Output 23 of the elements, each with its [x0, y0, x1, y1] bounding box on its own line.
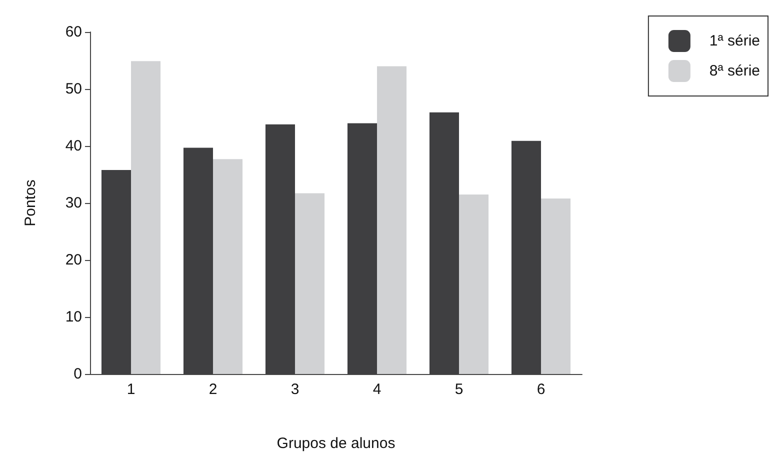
- x-tick-label: 2: [208, 381, 218, 398]
- y-axis-title: Pontos: [22, 180, 39, 226]
- legend-label: 1ª série: [709, 32, 760, 50]
- bar: [377, 66, 407, 374]
- y-tick-label: 60: [65, 24, 82, 40]
- x-tick-label: 5: [454, 381, 464, 398]
- bar: [213, 159, 243, 374]
- legend-label: 8ª série: [709, 62, 760, 80]
- y-tick-label: 40: [65, 138, 82, 154]
- bar: [541, 198, 571, 374]
- y-tick-label: 10: [65, 308, 82, 326]
- x-tick-label: 6: [536, 381, 546, 398]
- x-tick-label: 1: [126, 381, 136, 398]
- y-tick-label: 50: [65, 80, 82, 98]
- bar: [295, 193, 325, 374]
- y-tick-label: 0: [74, 366, 82, 382]
- x-tick-label: 3: [290, 381, 300, 398]
- bar: [131, 61, 161, 374]
- y-tick-label: 20: [65, 252, 82, 268]
- x-axis-title: Grupos de alunos: [276, 435, 396, 452]
- bar: [459, 194, 489, 374]
- y-tick-label: 30: [65, 194, 82, 212]
- x-tick-label: 4: [372, 381, 382, 398]
